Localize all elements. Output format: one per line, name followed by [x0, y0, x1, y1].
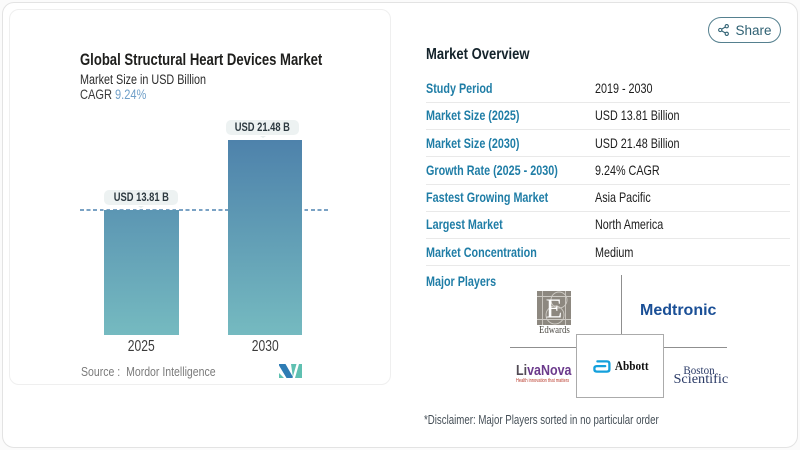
svg-text:E: E: [546, 294, 563, 324]
